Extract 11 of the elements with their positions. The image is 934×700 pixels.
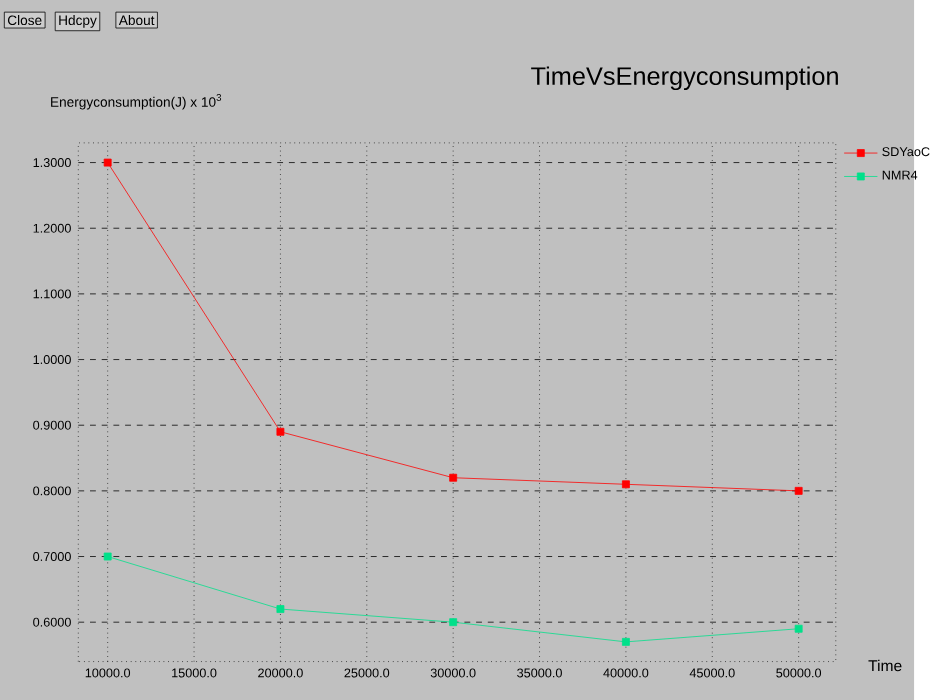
point [794,486,803,495]
point [103,552,112,561]
point [276,427,285,436]
point [449,617,458,626]
point [794,624,803,633]
chart-title: TimeVsEnergyconsumption [531,66,838,90]
point [622,480,630,488]
point [276,604,285,613]
point [103,158,112,167]
point [449,473,458,482]
point [622,637,630,646]
